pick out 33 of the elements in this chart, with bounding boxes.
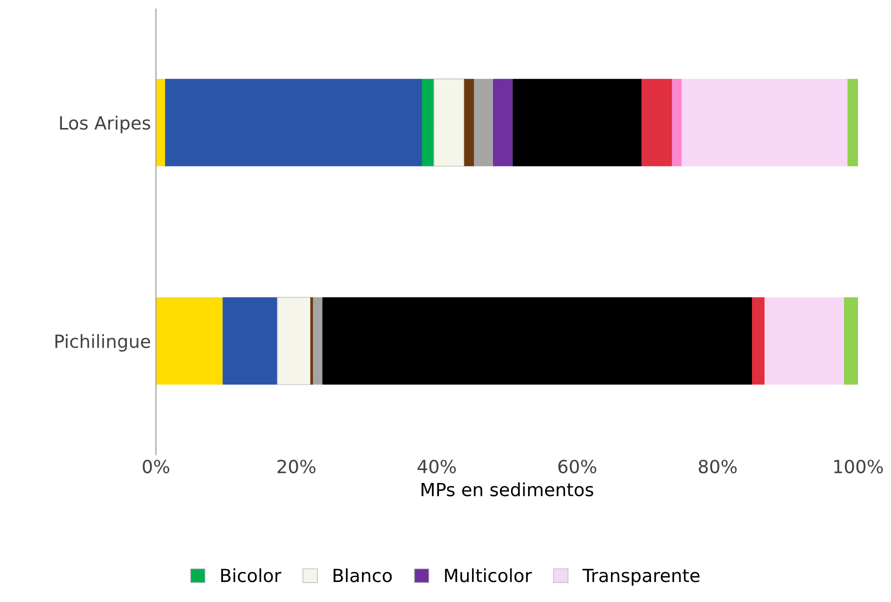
bar bbox=[512, 78, 642, 166]
bar bbox=[464, 78, 474, 166]
x-tick-label: 40% bbox=[418, 460, 456, 474]
legend-label: Multicolor bbox=[445, 568, 532, 582]
x-tick-label: 100% bbox=[834, 460, 883, 474]
legend-label: Transparente bbox=[582, 568, 700, 586]
legend-label: Bicolor bbox=[221, 568, 282, 582]
bar bbox=[322, 297, 752, 385]
bar bbox=[434, 78, 465, 167]
bar bbox=[848, 78, 858, 166]
bar bbox=[844, 297, 858, 385]
bar bbox=[752, 297, 765, 385]
bar bbox=[165, 78, 422, 166]
bar bbox=[764, 297, 844, 385]
y-tick-label: Los Aripes bbox=[60, 116, 150, 134]
bar bbox=[642, 78, 672, 166]
x-axis-title: MPs en sedimentos bbox=[422, 482, 594, 496]
bar bbox=[313, 297, 322, 385]
bar bbox=[422, 78, 434, 166]
x-tick-label: 20% bbox=[278, 460, 316, 474]
bar bbox=[156, 78, 166, 166]
bar bbox=[492, 78, 513, 166]
bar bbox=[222, 297, 278, 385]
bar bbox=[276, 296, 311, 386]
bar bbox=[682, 78, 848, 166]
x-tick-label: 0% bbox=[142, 460, 170, 474]
bar bbox=[156, 297, 223, 385]
y-tick-label: Pichilingue bbox=[55, 334, 150, 352]
bar bbox=[672, 78, 682, 166]
x-tick-label: 80% bbox=[698, 460, 737, 474]
bar bbox=[474, 78, 493, 166]
x-tick-label: 60% bbox=[558, 460, 596, 474]
legend-label: Blanco bbox=[334, 568, 392, 582]
